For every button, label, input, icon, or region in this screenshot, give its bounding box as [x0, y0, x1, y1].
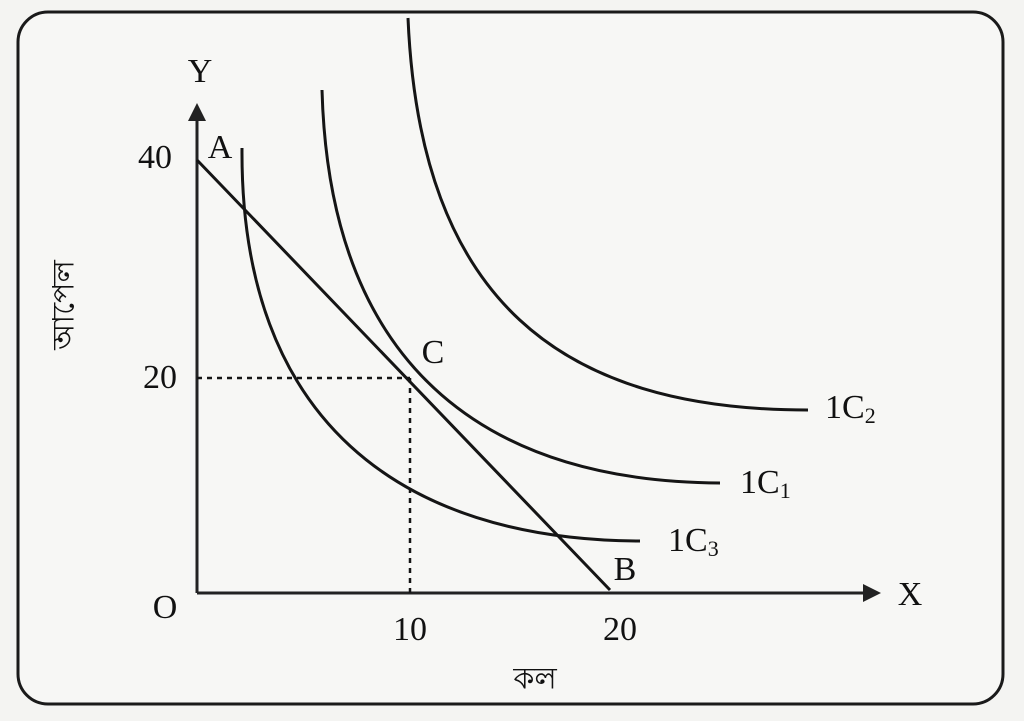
axis-label: Y	[188, 53, 213, 90]
point-label: C	[422, 334, 445, 371]
tick-label: 40	[138, 139, 172, 176]
curve-subscript: 2	[865, 403, 876, 428]
axis-title: আপেল	[47, 259, 82, 350]
curve-name: 1C	[740, 464, 780, 501]
curve-label: 1C2	[825, 389, 876, 428]
curve-name: 1C	[825, 389, 865, 426]
point-label: A	[208, 129, 233, 166]
curve-label: 1C1	[740, 464, 791, 503]
tick-label: 10	[393, 611, 427, 648]
point-label: B	[614, 551, 637, 588]
axis-title: কল	[512, 662, 557, 697]
indifference-curve	[240, 147, 641, 543]
tick-label: 20	[143, 359, 177, 396]
curve-subscript: 1	[780, 478, 791, 503]
axis-label: X	[898, 576, 923, 613]
origin-label: O	[153, 589, 178, 626]
frame	[16, 10, 1005, 706]
curve-subscript: 3	[708, 536, 719, 561]
curve-name: 1C	[668, 522, 708, 559]
tick-label: 20	[603, 611, 637, 648]
indifference-curve	[406, 17, 809, 412]
curve-label: 1C3	[668, 522, 719, 561]
indifference-curve	[320, 89, 721, 485]
budget-line	[195, 158, 612, 592]
